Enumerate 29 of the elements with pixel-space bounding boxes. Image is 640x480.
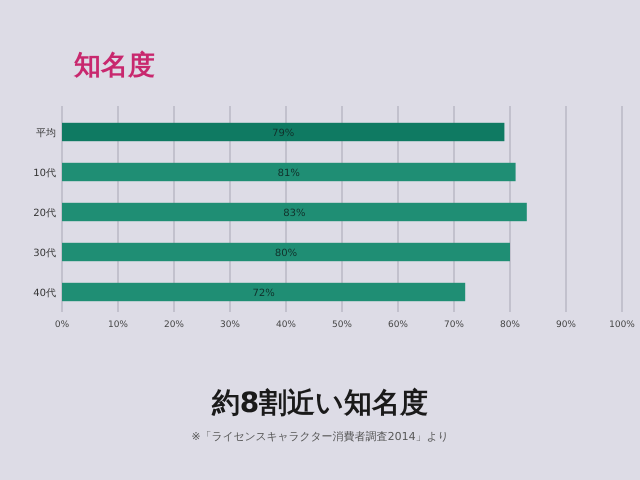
- data-label: 83%: [283, 208, 306, 219]
- data-label: 80%: [274, 248, 298, 259]
- text: ※「ライセンスキャラクター消費者調査2014」より: [191, 430, 449, 443]
- x-tick-label: 10%: [108, 320, 128, 330]
- y-tick-label: 20代: [33, 208, 56, 219]
- bar: [62, 122, 504, 142]
- y-tick-label: 40代: [33, 288, 56, 299]
- y-tick-label: 30代: [33, 248, 56, 259]
- y-tick-label: 10代: [33, 168, 56, 179]
- x-tick-label: 20%: [164, 320, 184, 330]
- x-tick-label: 90%: [556, 320, 576, 330]
- data-label: 79%: [272, 128, 294, 139]
- bar: [62, 162, 516, 182]
- x-tick-label: 60%: [388, 320, 408, 330]
- data-label: 72%: [252, 288, 275, 299]
- bar: [62, 282, 466, 302]
- bar: [62, 242, 510, 262]
- x-tick-label: 70%: [444, 320, 464, 330]
- x-tick-label: 30%: [220, 320, 240, 330]
- chart-title: 知名度: [73, 50, 155, 81]
- text: 約8割近い知名度: [210, 386, 428, 419]
- x-tick-label: 80%: [500, 320, 520, 330]
- x-tick-label: 100%: [609, 320, 636, 330]
- x-tick-label: 0%: [54, 320, 70, 330]
- data-label: 81%: [278, 168, 300, 179]
- bar: [62, 202, 527, 222]
- y-tick-label: 平均: [36, 127, 56, 139]
- x-tick-label: 40%: [276, 320, 296, 330]
- x-tick-label: 50%: [332, 320, 352, 330]
